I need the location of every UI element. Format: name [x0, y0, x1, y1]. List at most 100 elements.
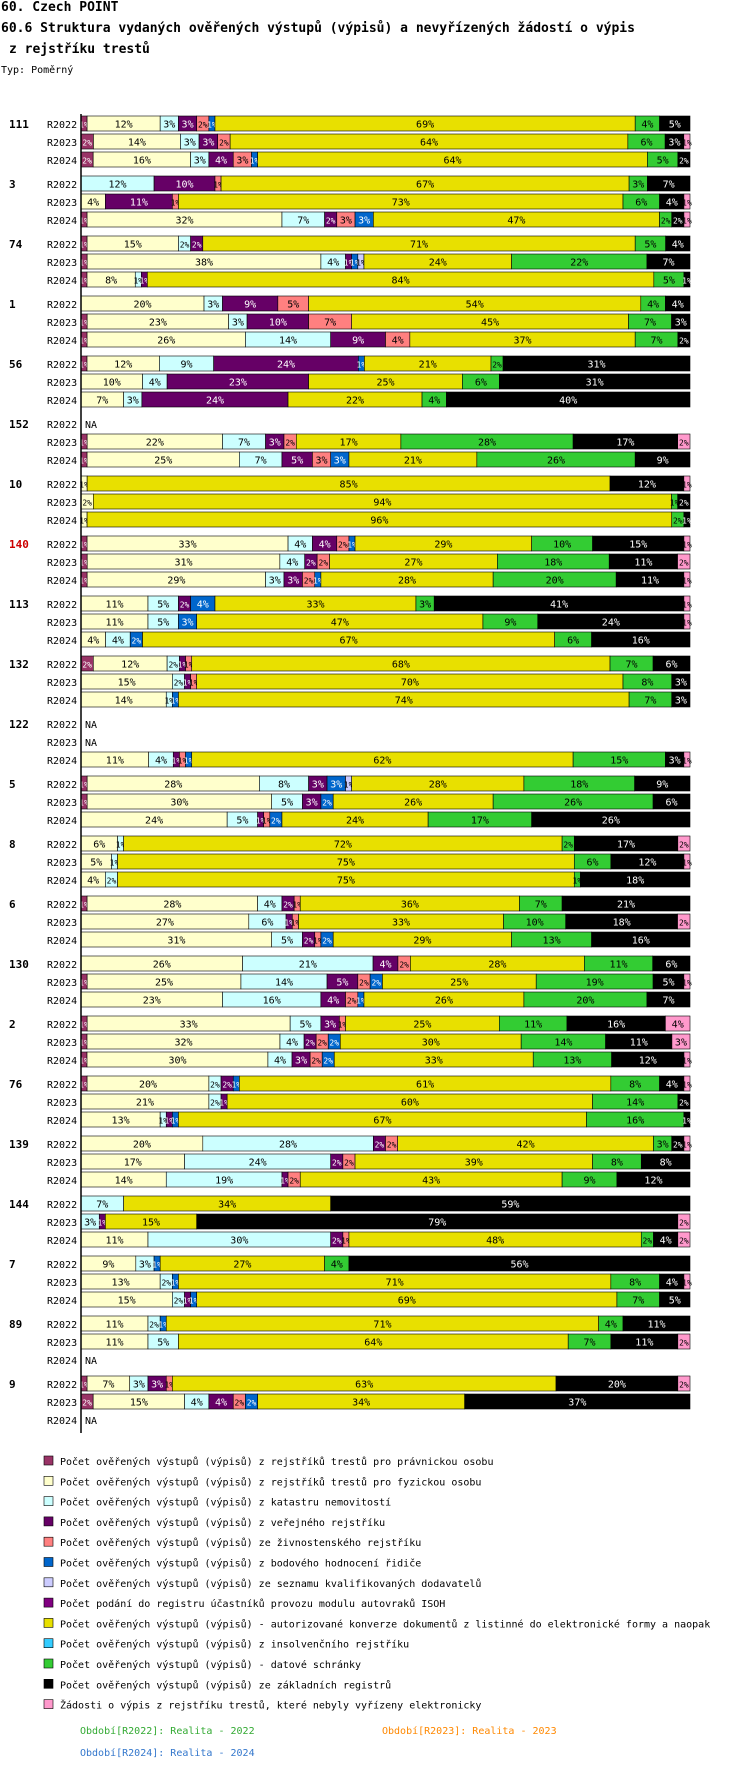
bar-value-label: 4% [319, 540, 331, 551]
bar-value-label: 33% [306, 600, 324, 611]
bar-value-label: 32% [174, 1038, 192, 1049]
group-label: 56 [9, 358, 23, 371]
bar-value-label: 28% [398, 576, 416, 587]
bar-value-label: 33% [392, 918, 410, 929]
bar-value-label: 7% [96, 396, 108, 407]
bar-segment-zakladni [634, 451, 691, 468]
legend-swatch-bodovy [43, 1557, 54, 1567]
bar-value-label: 2% [673, 217, 683, 226]
bar-value-label: 1% [110, 859, 120, 868]
bar-value-label: 2% [347, 997, 357, 1006]
bar-segment-zakladni [640, 1153, 691, 1170]
bar-value-label: 1% [79, 319, 89, 328]
bar-value-label: 3% [632, 180, 644, 191]
bar-value-label: 3% [194, 156, 206, 167]
bar-value-label: 6% [640, 138, 652, 149]
legend-label: Počet ověřených výstupů (výpisů) z rejst… [60, 1476, 481, 1488]
bar-value-label: 94% [373, 498, 391, 509]
bar-value-label: 6% [567, 636, 579, 647]
bar-value-label: 10% [269, 318, 287, 329]
bar-value-label: 14% [128, 138, 146, 149]
bar-value-label: 1% [79, 217, 89, 226]
period-label: R2024 [47, 996, 77, 1007]
bar-segment-zadosti [677, 1231, 691, 1248]
period-label: R2022 [47, 240, 77, 251]
bar-value-label: 4% [666, 1080, 678, 1091]
bar-value-label: 1% [682, 217, 692, 226]
bar-value-label: 1% [171, 199, 181, 208]
bar-segment-zadosti [677, 433, 691, 450]
bar-value-label: 1% [184, 757, 194, 766]
bar-value-label: 5% [657, 156, 669, 167]
bar-value-label: 1% [344, 259, 354, 268]
bar-value-label: 22% [346, 396, 364, 407]
bar-value-label: 3% [236, 156, 248, 167]
bar-value-label: 3% [675, 678, 687, 689]
bar-value-label: 8% [278, 780, 290, 791]
bar-segment-zakladni [498, 373, 691, 390]
bar-value-label: 7% [644, 318, 656, 329]
period-legend-item: Období[R2022]: Realita - 2022 [80, 1725, 255, 1737]
bar-value-label: 8% [629, 1080, 641, 1091]
bar-value-label: 62% [373, 756, 391, 767]
period-label: R2023 [47, 498, 77, 509]
bar-value-label: 2% [168, 661, 178, 670]
bar-value-label: 31% [586, 378, 604, 389]
period-label: R2024 [47, 876, 77, 887]
legend-swatch-fyzicka [43, 1476, 54, 1486]
group-label: 7 [9, 1258, 16, 1271]
bar-value-label: 31% [588, 360, 606, 371]
bar-value-label: 12% [121, 660, 139, 671]
bar-value-label: 2% [673, 1141, 683, 1150]
bar-segment-zadosti [683, 475, 691, 492]
bar-value-label: 5% [669, 1296, 681, 1307]
bar-value-label: 1% [79, 241, 89, 250]
bar-value-label: 4% [672, 240, 684, 251]
legend-label: Počet ověřených výstupů (výpisů) z veřej… [60, 1517, 385, 1529]
period-label: R2024 [47, 1056, 77, 1067]
group-label: 140 [9, 538, 29, 551]
bar-value-label: 30% [422, 1038, 440, 1049]
bar-value-label: 1% [79, 541, 89, 550]
bar-value-label: 4% [155, 756, 167, 767]
legend-swatch-zivnost [43, 1536, 54, 1547]
bar-value-label: 24% [346, 816, 364, 827]
bar-value-label: 8% [105, 276, 117, 287]
bar-value-label: 11% [610, 960, 628, 971]
bar-value-label: 1% [670, 499, 680, 508]
bar-value-label: 10% [553, 540, 571, 551]
bar-value-label: 4% [264, 900, 276, 911]
group-label: 10 [9, 478, 22, 491]
bar-value-label: 17% [616, 438, 634, 449]
bar-value-label: 1% [341, 1237, 351, 1246]
bar-value-label: 12% [114, 360, 132, 371]
bar-value-label: 1% [347, 541, 357, 550]
bar-segment-zakladni [646, 991, 691, 1008]
bar-value-label: 25% [450, 978, 468, 989]
bar-value-label: 24% [277, 360, 295, 371]
bar-value-label: 71% [386, 1278, 404, 1289]
bar-value-label: 1% [219, 1099, 229, 1108]
chart-type-label: Typ: Poměrný [1, 64, 73, 76]
bar-value-label: 1% [682, 601, 692, 610]
group-label: 74 [9, 238, 23, 251]
period-label: R2023 [47, 1218, 77, 1229]
bar-segment-zakladni [677, 1093, 691, 1110]
bar-value-label: 2% [322, 799, 332, 808]
bar-value-label: 5% [669, 120, 681, 131]
period-label: R2023 [47, 978, 77, 989]
group-label: 132 [9, 658, 29, 671]
bar-value-label: 3% [358, 216, 370, 227]
period-legend-item: Období[R2024]: Realita - 2024 [80, 1747, 255, 1759]
bar-value-label: 2% [387, 1141, 397, 1150]
bar-value-label: 1% [213, 181, 223, 190]
bar-value-label: 21% [404, 456, 422, 467]
period-label: R2022 [47, 1020, 77, 1031]
bar-value-label: 1% [313, 937, 323, 946]
period-label: R2024 [47, 1116, 77, 1127]
bar-value-label: 23% [143, 996, 161, 1007]
bar-value-label: 27% [156, 918, 174, 929]
bar-value-label: 1% [79, 1021, 89, 1030]
bar-value-label: 3% [340, 216, 352, 227]
bar-segment-zadosti [683, 751, 691, 768]
